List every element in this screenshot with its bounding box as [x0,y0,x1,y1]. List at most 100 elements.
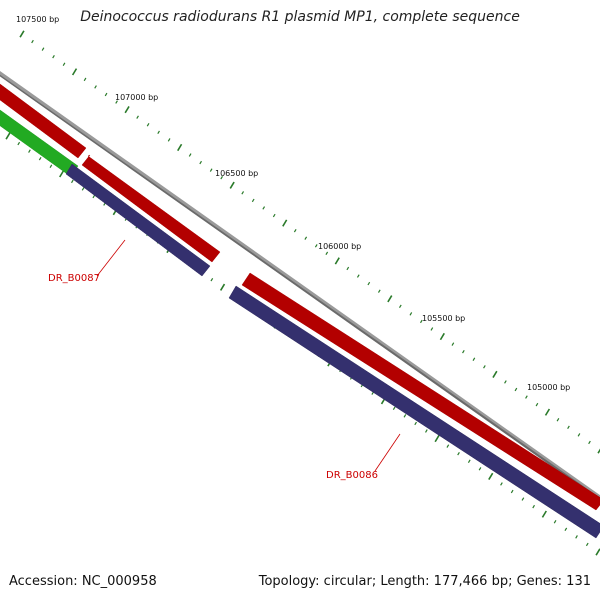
minor-tick [81,187,85,191]
minor-tick [457,451,460,456]
tick-label-105000: 105000 bp [527,383,570,392]
minor-tick [304,236,308,240]
minor-tick [504,380,507,384]
minor-tick [220,176,224,180]
minor-tick [52,54,55,59]
gene-label-dr-b0087[interactable]: DR_B0087 [48,273,100,284]
minor-tick [575,535,578,539]
minor-tick [510,489,514,494]
minor-tick [188,153,192,157]
minor-tick [414,421,417,426]
minor-tick [430,327,434,331]
minor-tick [146,123,150,127]
map-title: Deinococcus radiodurans R1 plasmid MP1, … [80,9,520,25]
gene-leader-dr-b0087 [96,239,126,277]
minor-tick [241,191,245,195]
tick-label-107000: 107000 bp [115,93,158,102]
minor-tick [293,228,297,233]
minor-tick [553,520,557,524]
minor-tick [564,527,568,532]
minor-tick [467,459,471,463]
minor-tick [115,100,118,104]
minor-tick [588,440,591,445]
minor-tick [377,289,381,293]
major-tick [71,68,78,76]
minor-tick [514,387,518,392]
minor-tick [472,357,476,361]
cds-reverse-lower[interactable] [228,285,600,539]
major-tick [434,434,440,443]
minor-tick [71,179,74,184]
minor-tick [419,319,423,324]
major-tick [334,257,340,265]
major-tick [541,510,547,518]
minor-tick [167,138,171,142]
minor-tick [392,406,396,410]
major-tick [597,448,600,454]
minor-tick [209,168,213,172]
minor-tick [403,414,407,418]
major-tick [59,170,65,178]
minor-tick [483,365,486,369]
minor-tick [251,198,255,203]
minor-tick [104,92,108,97]
major-tick [19,30,25,38]
minor-tick [157,130,160,135]
minor-tick [346,266,350,271]
minor-tick [136,115,139,119]
minor-tick [28,149,31,153]
minor-tick [210,278,214,282]
minor-tick [94,85,97,89]
cds-reverse-upper[interactable] [65,163,211,277]
minor-tick [556,418,560,422]
minor-tick [356,274,360,278]
minor-tick [49,164,53,168]
tick-label-105500: 105500 bp [422,314,465,323]
major-tick [544,408,551,416]
minor-tick [446,444,450,448]
minor-tick [525,395,528,399]
minor-tick [425,429,428,433]
major-tick [488,472,494,480]
minor-tick [272,213,276,218]
minor-tick [38,156,42,161]
minor-tick [314,244,318,248]
sequence-summary: Topology: circular; Length: 177,466 bp; … [258,574,591,589]
minor-tick [262,206,266,210]
cds-forward-upper[interactable] [0,83,87,159]
minor-tick [567,425,570,430]
tick-label-106000: 106000 bp [318,242,361,251]
cds-forward-lower[interactable] [241,272,600,511]
minor-tick [451,342,455,346]
minor-tick [199,160,203,165]
minor-tick [367,281,371,286]
minor-tick [409,312,413,316]
minor-tick [83,77,87,82]
gene-label-dr-b0086[interactable]: DR_B0086 [326,470,378,481]
major-tick [439,332,445,341]
minor-tick [532,504,535,509]
minor-tick [41,47,45,51]
minor-tick [521,497,525,501]
major-tick [492,370,498,378]
minor-tick [478,467,482,471]
major-tick [595,548,600,556]
major-tick [282,219,288,227]
major-tick [219,283,226,291]
minor-tick [325,251,329,256]
minor-tick [62,62,66,66]
minor-tick [398,304,402,308]
major-tick [177,143,183,152]
major-tick [387,295,393,303]
tick-label-106500: 106500 bp [215,169,258,178]
cds-forward-mid[interactable] [81,154,221,263]
minor-tick [31,39,34,44]
minor-tick [585,542,589,547]
minor-tick [577,433,581,437]
minor-tick [500,482,503,486]
major-tick [124,106,130,114]
minor-tick [535,402,539,407]
gene-leader-dr-b0086 [374,433,401,472]
tick-label-107500: 107500 bp [16,15,59,24]
